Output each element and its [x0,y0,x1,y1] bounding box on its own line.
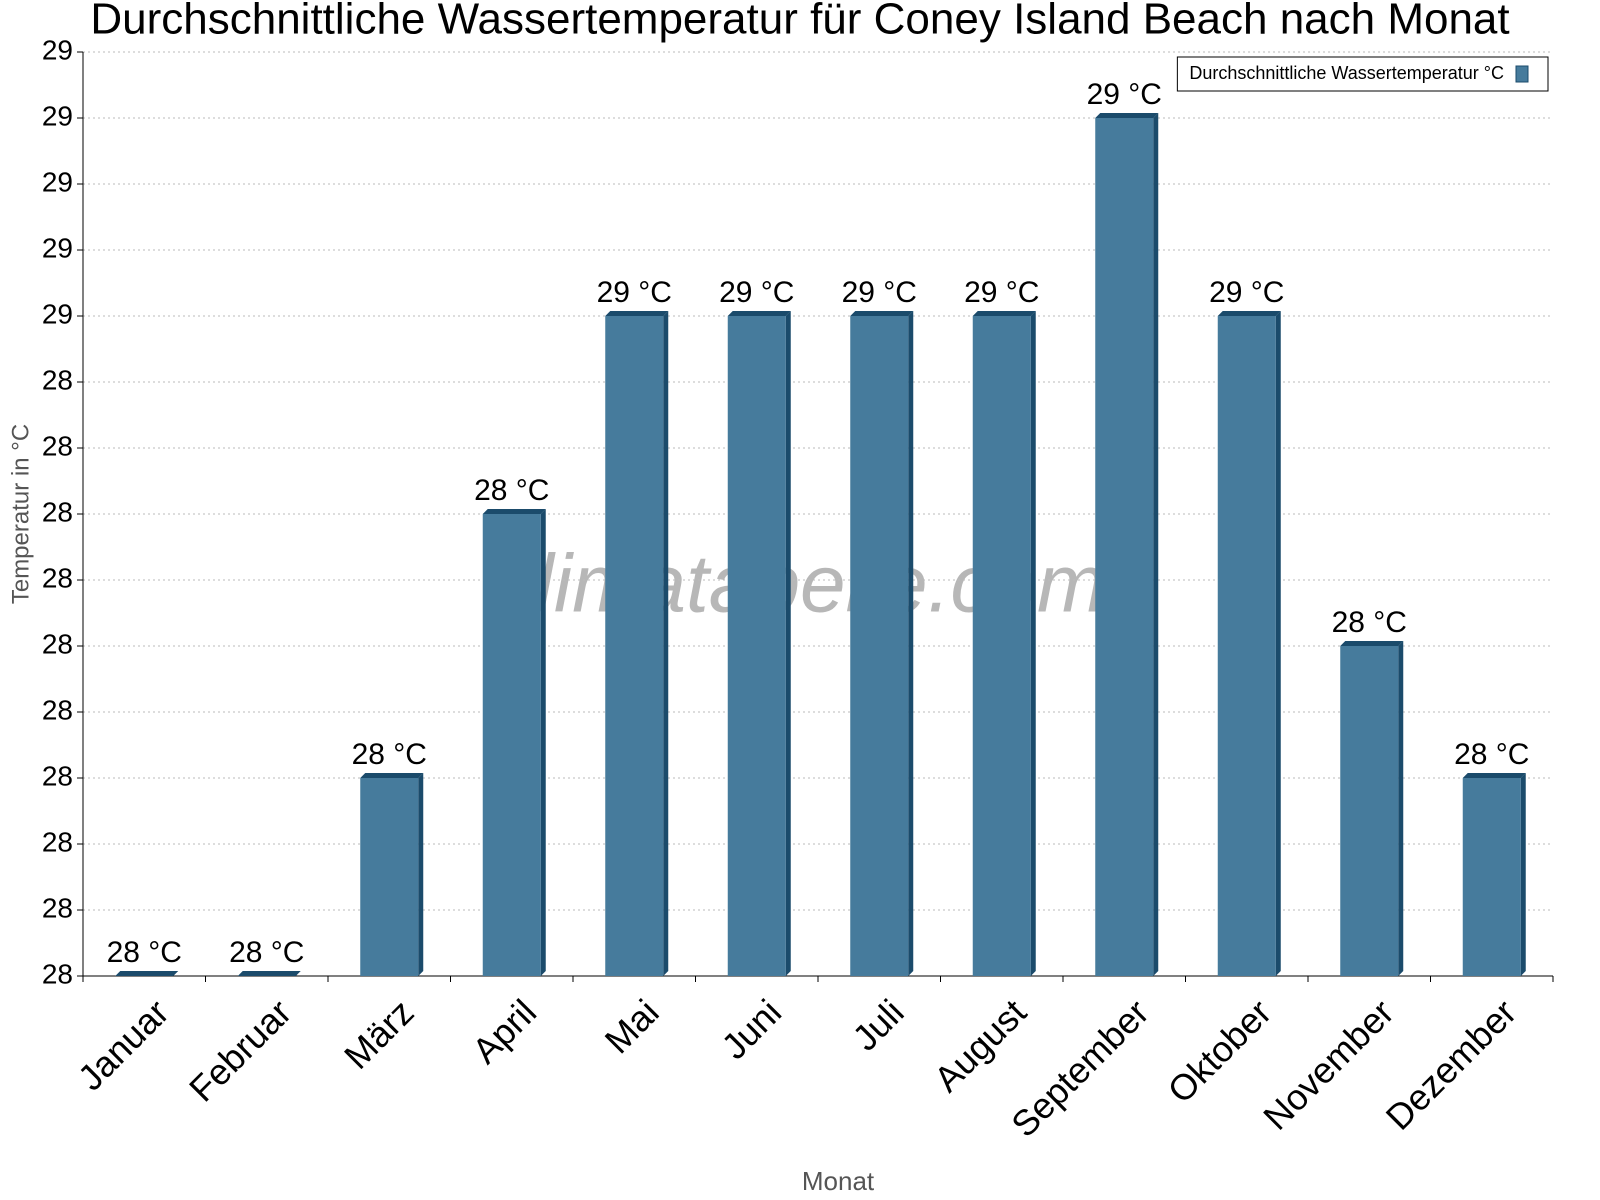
bar-side [1030,311,1036,976]
x-axis-title: Monat [802,1166,875,1196]
y-tick-label: 28 [42,628,73,659]
y-tick-label: 29 [42,298,73,329]
x-tick-label: Februar [181,991,299,1109]
bar-top [237,971,301,976]
legend-swatch [1515,65,1529,83]
data-label: 29 °C [597,276,672,309]
x-tick-label: Dezember [1378,991,1524,1137]
bar-top [1095,113,1159,118]
bar-top [360,773,424,778]
bar [1095,118,1154,976]
data-label: 28 °C [1332,606,1407,639]
y-tick-label: 28 [42,826,73,857]
x-tick-label: April [464,991,544,1071]
y-tick-label: 28 [42,958,73,989]
bar [605,316,664,976]
bar-top [1340,641,1404,646]
data-label: 28 °C [229,936,304,969]
bar-top [850,311,914,316]
data-label: 29 °C [1209,276,1284,309]
y-tick-label: 28 [42,364,73,395]
bar-side [1398,641,1404,976]
y-tick-label: 28 [42,562,73,593]
bar [1340,646,1399,976]
bar-top [1217,311,1281,316]
y-tick-label: 28 [42,892,73,923]
legend: Durchschnittliche Wassertemperatur °C [1176,56,1549,92]
bar-top [1462,773,1526,778]
legend-label: Durchschnittliche Wassertemperatur °C [1189,63,1504,83]
bar [1462,778,1521,976]
y-tick-label: 29 [42,232,73,263]
y-axis-title: Temperatur in °C [7,424,34,604]
data-label: 28 °C [474,474,549,507]
data-label: 28 °C [107,936,182,969]
bar-side [663,311,669,976]
y-tick-label: 29 [42,34,73,65]
bar-top [482,509,546,514]
y-tick-label: 28 [42,760,73,791]
y-tick-label: 28 [42,430,73,461]
bar [360,778,419,976]
x-tick-label: August [926,991,1034,1099]
legend-box [1176,56,1549,92]
data-label: 29 °C [1087,78,1162,111]
data-label: 28 °C [1454,738,1529,771]
x-tick-label: November [1255,991,1401,1137]
bar-top [605,311,669,316]
bar-side [1275,311,1281,976]
x-tick-label: Mai [597,991,667,1061]
x-tick-label: März [336,991,422,1077]
bar [1217,316,1276,976]
bar-side [908,311,914,976]
bar [850,316,909,976]
data-label: 29 °C [964,276,1039,309]
bar-side [540,509,546,976]
data-label: 29 °C [842,276,917,309]
y-tick-label: 28 [42,496,73,527]
y-tick-label: 28 [42,694,73,725]
data-label: 28 °C [352,738,427,771]
x-tick-label: Januar [70,991,177,1098]
bar [972,316,1031,976]
x-tick-label: Oktober [1160,991,1280,1111]
x-tick-label: Juni [713,991,789,1067]
chart-title: Durchschnittliche Wassertemperatur für C… [90,0,1509,44]
bar-side [418,773,424,976]
bar [482,514,541,976]
bar-top [115,971,179,976]
bar-side [785,311,791,976]
bar-side [1153,113,1159,976]
x-tick-label: Juli [844,991,911,1058]
bar-top [972,311,1036,316]
y-tick-label: 29 [42,100,73,131]
bar-top [727,311,791,316]
bar [727,316,786,976]
bar-side [1520,773,1526,976]
data-label: 29 °C [719,276,794,309]
y-tick-label: 29 [42,166,73,197]
